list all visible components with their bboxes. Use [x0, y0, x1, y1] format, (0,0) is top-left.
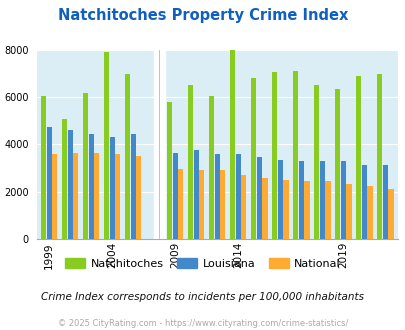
Bar	[73, 153, 78, 239]
Bar	[130, 134, 135, 239]
Bar	[271, 72, 277, 239]
Bar	[172, 153, 177, 239]
Bar	[109, 137, 115, 239]
Bar	[304, 181, 309, 239]
Bar	[52, 154, 57, 239]
Bar	[382, 165, 387, 239]
Bar	[277, 160, 282, 239]
Bar	[298, 161, 303, 239]
Bar	[94, 153, 99, 239]
Bar	[340, 161, 345, 239]
Bar	[262, 178, 267, 239]
Bar	[292, 71, 297, 239]
Bar	[104, 52, 109, 239]
Bar	[355, 76, 360, 239]
Bar	[67, 130, 72, 239]
Bar	[220, 171, 225, 239]
Bar	[319, 161, 324, 239]
Bar	[88, 134, 94, 239]
Bar	[256, 157, 261, 239]
Bar	[250, 78, 256, 239]
Bar	[154, 50, 164, 239]
Bar	[166, 102, 172, 239]
Bar	[241, 175, 246, 239]
Text: © 2025 CityRating.com - https://www.cityrating.com/crime-statistics/: © 2025 CityRating.com - https://www.city…	[58, 319, 347, 328]
Bar	[62, 119, 67, 239]
Legend: Natchitoches, Louisiana, National: Natchitoches, Louisiana, National	[61, 254, 344, 273]
Bar	[324, 181, 330, 239]
Bar	[376, 74, 381, 239]
Bar	[83, 93, 88, 239]
Bar	[229, 50, 234, 239]
Bar	[41, 96, 46, 239]
Bar	[214, 154, 219, 239]
Bar	[235, 154, 240, 239]
Bar	[334, 89, 339, 239]
Bar	[283, 180, 288, 239]
Bar	[199, 171, 204, 239]
Bar	[387, 189, 392, 239]
Bar	[193, 150, 198, 239]
Text: Crime Index corresponds to incidents per 100,000 inhabitants: Crime Index corresponds to incidents per…	[41, 292, 364, 302]
Bar	[125, 74, 130, 239]
Bar	[178, 169, 183, 239]
Bar	[313, 85, 318, 239]
Bar	[209, 96, 213, 239]
Bar	[115, 154, 120, 239]
Bar	[47, 127, 51, 239]
Bar	[188, 85, 193, 239]
Text: Natchitoches Property Crime Index: Natchitoches Property Crime Index	[58, 8, 347, 23]
Bar	[361, 165, 366, 239]
Bar	[367, 186, 372, 239]
Bar	[136, 156, 141, 239]
Bar	[345, 183, 351, 239]
